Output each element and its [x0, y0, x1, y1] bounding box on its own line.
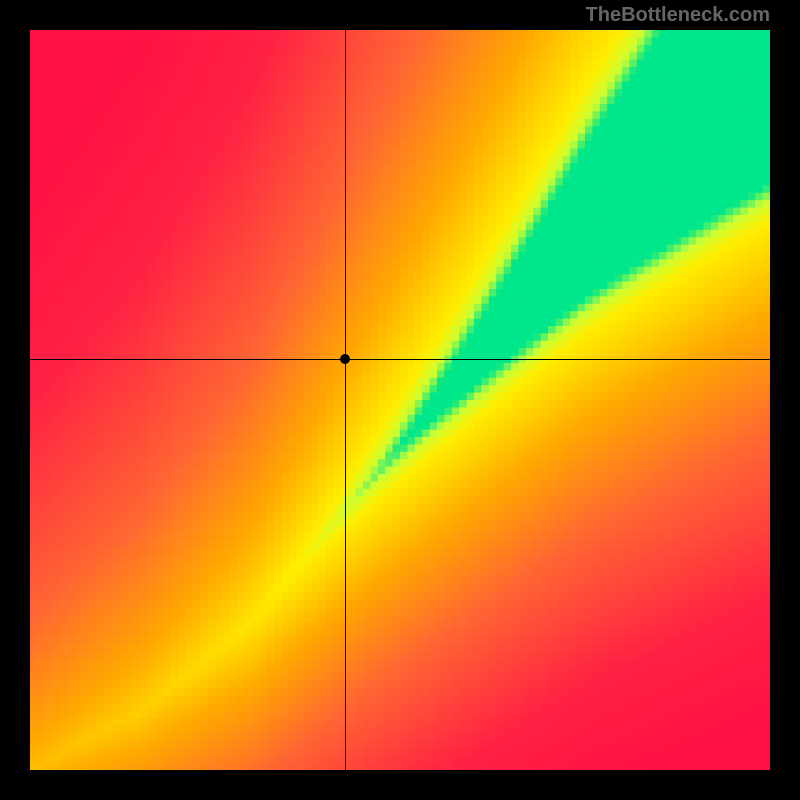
- crosshair-marker-dot: [340, 354, 350, 364]
- heatmap-surface: [30, 30, 770, 770]
- watermark-text: TheBottleneck.com: [586, 4, 770, 27]
- crosshair-horizontal-line: [30, 359, 770, 360]
- crosshair-vertical-line: [345, 30, 346, 770]
- bottleneck-heatmap-chart: [30, 30, 770, 770]
